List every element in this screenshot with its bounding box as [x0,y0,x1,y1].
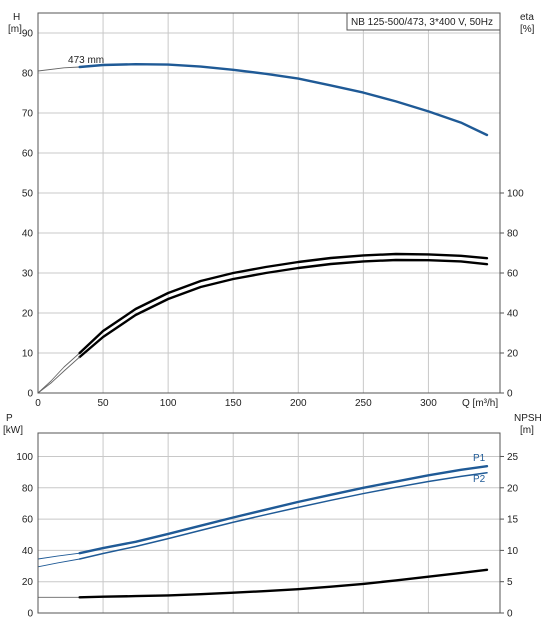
bottom-chart-frame [37,432,501,614]
bottom-chart-grid [38,433,500,613]
top-left-tick-label: 10 [22,349,34,360]
top-curve-3 [78,252,489,355]
bottom-left-tick-label: 60 [22,515,34,526]
top-chart-grid [38,13,500,393]
top-curve-0 [37,66,81,72]
top-x-tick-label: 150 [225,398,242,409]
top-right-tick-label: 100 [507,189,524,200]
top-curve-4 [78,258,489,359]
top-right-tick-label: 80 [507,229,519,240]
top-left-tick-label: 30 [22,269,34,280]
bottom-curve-p1 [78,464,489,555]
top-x-axis-title: Q [m³/h] [462,398,498,409]
bottom-left-tick-label: 80 [22,483,34,494]
bottom-curve-3 [37,558,81,568]
top-left-axis-title: H [13,12,20,23]
top-right-tick-label: 20 [507,349,519,360]
bottom-curve-1 [37,552,81,560]
top-x-tick-label: 200 [290,398,307,409]
top-left-tick-label: 0 [27,389,33,400]
bottom-left-tick-label: 20 [22,577,34,588]
top-right-tick-label: 0 [507,389,513,400]
bottom-right-tick-label: 5 [507,577,513,588]
top-right-axis-title: eta [520,12,534,23]
top-right-tick-label: 40 [507,309,519,320]
series-label-p1: P1 [473,453,486,464]
top-left-tick-label: 40 [22,229,34,240]
bottom-left-tick-label: 0 [27,609,33,620]
bottom-right-tick-label: 25 [507,452,519,463]
bottom-left-tick-label: 40 [22,546,34,557]
bottom-right-tick-label: 15 [507,515,519,526]
top-chart-frame [37,12,501,394]
bottom-right-tick-label: 20 [507,483,519,494]
bottom-right-tick-label: 0 [507,609,513,620]
bottom-left-axis-title: P [6,413,13,424]
bottom-right-axis-unit: [m] [520,425,534,436]
bottom-right-tick-label: 10 [507,546,519,557]
top-x-tick-label: 100 [160,398,177,409]
top-curve-2 [37,352,81,394]
top-curve-1 [78,63,489,137]
top-right-axis-unit: [%] [520,24,535,35]
top-x-tick-label: 250 [355,398,372,409]
top-left-tick-label: 50 [22,189,34,200]
bottom-curve-5 [78,568,489,599]
top-x-tick-label: 50 [98,398,110,409]
bottom-left-axis-unit: [kW] [3,425,23,436]
top-right-tick-label: 60 [507,269,519,280]
bottom-curve-p2 [78,472,488,560]
top-curve-5 [37,356,81,394]
legend-box [346,12,501,31]
legend-box-text: NB 125-500/473, 3*400 V, 50Hz [351,17,493,28]
bottom-chart-curves [37,464,489,599]
top-left-tick-label: 20 [22,309,34,320]
top-left-tick-label: 60 [22,149,34,160]
bottom-left-tick-label: 100 [16,452,33,463]
top-left-tick-label: 90 [22,29,34,40]
top-x-tick-label: 0 [35,398,41,409]
top-left-tick-label: 70 [22,109,34,120]
top-left-tick-label: 80 [22,69,34,80]
top-x-tick-label: 300 [420,398,437,409]
top-chart-curves [37,63,489,394]
bottom-right-axis-title: NPSH [514,413,542,424]
series-label-p2: P2 [473,474,486,485]
top-left-axis-unit: [m] [8,24,22,35]
impeller-diameter-label: 473 mm [68,55,104,66]
